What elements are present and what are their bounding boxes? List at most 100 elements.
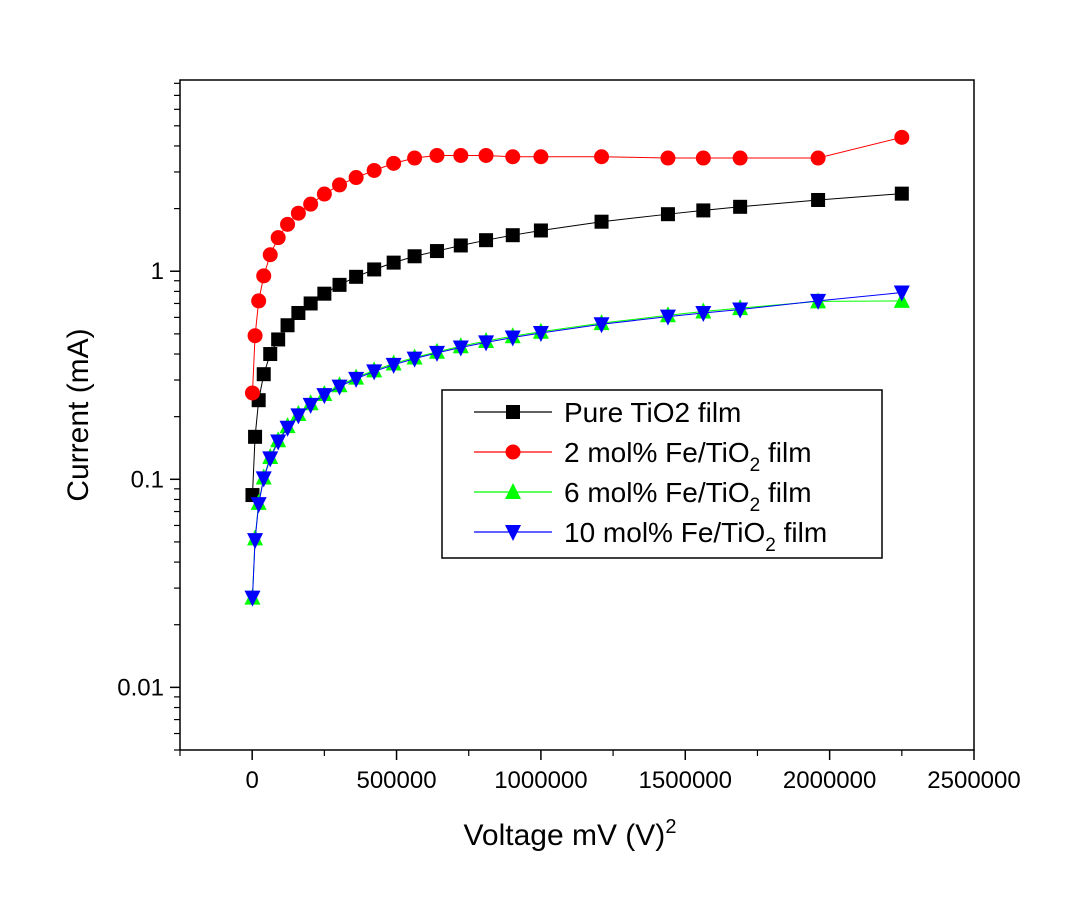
data-point xyxy=(695,305,712,322)
data-point xyxy=(533,149,549,165)
data-point xyxy=(331,379,348,396)
data-point xyxy=(478,147,494,163)
data-point xyxy=(453,147,469,163)
data-point xyxy=(270,434,287,451)
x-tick-label: 2000000 xyxy=(783,767,876,794)
data-point xyxy=(893,285,910,302)
data-point xyxy=(316,186,332,202)
x-tick-label: 1500000 xyxy=(639,767,732,794)
data-point xyxy=(696,203,711,218)
legend-marker xyxy=(505,483,521,499)
data-point xyxy=(811,192,826,207)
data-point xyxy=(280,318,295,333)
data-point xyxy=(317,286,332,301)
data-point xyxy=(406,351,423,368)
data-point xyxy=(262,451,279,468)
y-tick-label: 1 xyxy=(151,258,164,285)
data-point xyxy=(303,196,319,212)
data-point xyxy=(695,150,711,166)
plot-frame xyxy=(179,79,975,751)
data-point xyxy=(244,385,260,401)
data-point xyxy=(429,147,445,163)
data-point xyxy=(594,149,610,165)
data-point xyxy=(244,590,261,607)
series-4 xyxy=(244,285,910,607)
y-tick-label: 0.01 xyxy=(117,674,164,701)
data-point xyxy=(332,177,348,193)
series-layer xyxy=(244,129,910,607)
data-point xyxy=(407,150,423,166)
data-point xyxy=(532,325,549,342)
x-tick-label: 1000000 xyxy=(494,767,587,794)
data-point xyxy=(452,340,469,357)
data-point xyxy=(504,330,521,347)
legend-label: 2 mol% Fe/TiO2 film xyxy=(564,437,812,476)
y-tick-label: 0.1 xyxy=(131,466,164,493)
x-axis-title-main: Voltage mV (V) xyxy=(464,819,666,852)
data-point xyxy=(251,293,267,309)
x-tick-label: 0 xyxy=(246,767,259,794)
data-point xyxy=(366,364,383,381)
data-point xyxy=(660,207,675,222)
data-point xyxy=(291,305,306,320)
data-point xyxy=(256,367,271,382)
data-point xyxy=(303,296,318,311)
data-point xyxy=(263,347,278,362)
x-tick-label: 2500000 xyxy=(927,767,1020,794)
data-point xyxy=(332,277,347,292)
data-point xyxy=(385,357,402,374)
data-point xyxy=(453,238,468,253)
data-point xyxy=(255,471,272,488)
data-point xyxy=(348,170,364,186)
legend-item: 6 mol% Fe/TiO2 film xyxy=(474,477,812,516)
data-point xyxy=(366,162,382,178)
legend-label: 10 mol% Fe/TiO2 film xyxy=(564,517,827,556)
data-point xyxy=(302,397,319,414)
data-point xyxy=(279,420,296,437)
x-tick-label: 500000 xyxy=(356,767,436,794)
legend-marker xyxy=(505,444,521,460)
data-point xyxy=(262,247,278,263)
data-point xyxy=(894,186,909,201)
data-point xyxy=(247,328,263,344)
data-point xyxy=(250,497,267,514)
data-point xyxy=(810,150,826,166)
data-point xyxy=(429,244,444,259)
data-point xyxy=(505,149,521,165)
data-point xyxy=(478,335,495,352)
data-point xyxy=(659,309,676,326)
data-point xyxy=(505,228,520,243)
data-point xyxy=(280,216,296,232)
data-point xyxy=(660,150,676,166)
data-point xyxy=(894,129,910,145)
axis-ticks xyxy=(170,82,975,760)
legend-item: 10 mol% Fe/TiO2 film xyxy=(474,517,827,556)
data-point xyxy=(733,199,748,214)
data-point xyxy=(367,262,382,277)
data-point xyxy=(248,429,263,444)
legend-marker xyxy=(505,525,521,541)
data-point xyxy=(428,345,445,362)
data-point xyxy=(479,233,494,248)
legend-item: 2 mol% Fe/TiO2 film xyxy=(474,437,812,476)
data-point xyxy=(348,371,365,388)
data-point xyxy=(256,268,272,284)
data-point xyxy=(593,317,610,334)
data-point xyxy=(270,230,286,246)
data-point xyxy=(594,214,609,229)
data-point xyxy=(316,388,333,405)
data-point xyxy=(732,150,748,166)
series-1 xyxy=(245,186,909,503)
data-point xyxy=(386,155,402,171)
y-axis-title: Current (mA) xyxy=(62,328,95,501)
data-point xyxy=(386,255,401,270)
series-2 xyxy=(244,129,910,401)
axis-tick-labels: 0 500000 1000000 1500000 2000000 2500000 0.01 0… xyxy=(117,258,1020,794)
x-axis-title: Voltage mV (V)2 xyxy=(464,816,677,852)
legend-item: Pure TiO2 film xyxy=(474,397,741,428)
data-point xyxy=(732,302,749,319)
data-point xyxy=(247,533,264,550)
data-point xyxy=(271,332,286,347)
